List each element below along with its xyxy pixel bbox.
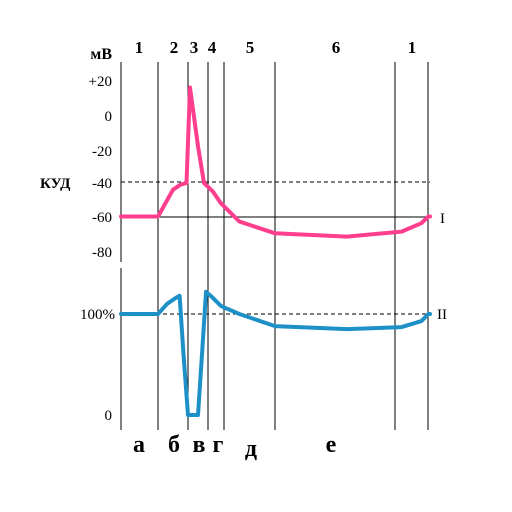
curve-label-II: II — [437, 307, 447, 323]
excitability-tick-labels: 100% 0 — [80, 307, 115, 424]
potential-tick-labels: +20 0 -20 -40 -60 -80 — [89, 74, 112, 261]
tick-label: -60 — [92, 210, 112, 226]
phase-letter: а — [133, 432, 145, 458]
phase-number: 5 — [246, 38, 255, 57]
phase-letter: д — [245, 436, 257, 462]
curve-label-I: I — [440, 211, 445, 227]
membrane-potential-curve — [119, 85, 432, 239]
unit-label: мВ — [90, 46, 112, 63]
phase-number: 6 — [332, 38, 341, 57]
tick-label: 0 — [105, 408, 113, 424]
tick-label: -40 — [92, 176, 112, 192]
threshold-label: КУД — [40, 176, 71, 192]
phase-letter: г — [213, 432, 224, 458]
phase-letter: в — [193, 432, 206, 458]
phase-letters: а б в г д е — [133, 432, 337, 462]
phase-number: 1 — [408, 38, 417, 57]
phase-number: 2 — [170, 38, 179, 57]
phase-numbers: 1 2 3 4 5 6 1 — [135, 38, 417, 57]
tick-label: +20 — [89, 74, 112, 90]
tick-label: 100% — [80, 307, 115, 323]
phase-number: 3 — [190, 38, 199, 57]
tick-label: -20 — [92, 144, 112, 160]
phase-number: 4 — [208, 38, 217, 57]
phase-divider-lines — [120, 62, 429, 430]
phase-number: 1 — [135, 38, 144, 57]
phase-letter: е — [326, 432, 337, 458]
tick-label: 0 — [105, 109, 113, 125]
tick-label: -80 — [92, 245, 112, 261]
phase-letter: б — [168, 432, 180, 458]
excitability-curve — [119, 289, 432, 417]
